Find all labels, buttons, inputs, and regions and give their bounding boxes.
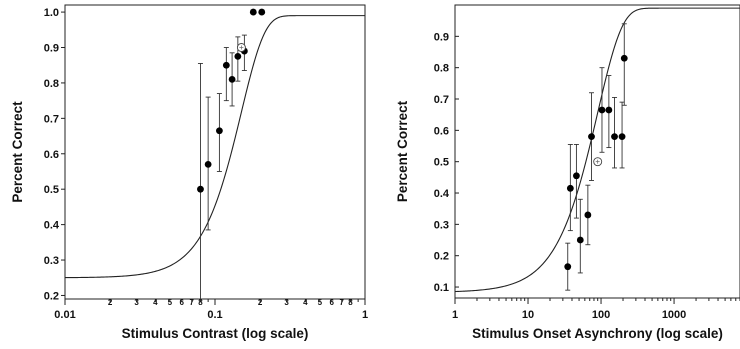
x-minor-tick-label: 8: [198, 298, 203, 307]
x-tick-label: 10: [522, 309, 534, 321]
data-point: [249, 8, 257, 16]
y-tick-label: 0.7: [434, 94, 449, 106]
data-point: [588, 133, 595, 141]
x-minor-tick-label: 6: [329, 298, 334, 307]
y-tick-label: 0.9: [44, 43, 59, 55]
data-point: [204, 160, 212, 168]
fit-curve: [454, 7, 740, 293]
x-minor-tick-label: 8: [348, 298, 353, 307]
x-minor-tick-label: 7: [340, 298, 345, 307]
y-tick-label: 0.2: [434, 251, 449, 263]
y-tick-label: 0.8: [434, 63, 449, 75]
soa-panel: 0.1 0.2 0.3 0.4 0.5 0.6 0.7 0.8 0.9 1 10 100 1000 Sti…: [395, 4, 740, 341]
x-minor-tick-label: 2: [108, 298, 113, 307]
data-point: [584, 211, 592, 219]
data-point: [222, 61, 230, 69]
data-point: [216, 127, 223, 135]
x-minor-tick-label: 3: [284, 298, 289, 307]
y-axis-title: Percent Correct: [10, 101, 25, 203]
x-minor-tick-label: 5: [168, 298, 173, 307]
data-point: [611, 133, 618, 141]
y-tick-label: 0.6: [434, 125, 449, 137]
x-minor-tick-label: 5: [318, 298, 323, 307]
y-tick-label: 0.1: [434, 282, 449, 294]
plot-frame: [454, 4, 740, 299]
contrast-panel: 0.20.30.40.50.60.70.80.91.00.012 3 4 5 6 7 80.…: [10, 4, 368, 341]
data-point: [605, 106, 613, 114]
data-point: [197, 185, 204, 193]
y-tick-label: 1.0: [44, 7, 59, 19]
x-tick-label: 100: [592, 309, 610, 321]
y-tick-label: 0.3: [434, 219, 449, 231]
data-point: [566, 184, 574, 192]
y-tick-label: 0.3: [44, 255, 59, 267]
x-axis-title: Stimulus Contrast (log scale): [122, 326, 309, 341]
y-axis-title: Percent Correct: [395, 100, 410, 202]
plot-frame: [64, 4, 366, 300]
x-minor-tick-label: 6: [179, 298, 184, 307]
data-point: [620, 54, 628, 62]
y-tick-label: 0.7: [44, 113, 59, 125]
data-point: [618, 133, 626, 141]
y-tick-label: 0.4: [44, 220, 60, 232]
data-point: [576, 236, 584, 244]
data-point: [228, 75, 236, 83]
x-minor-tick-label: 4: [303, 298, 308, 307]
x-tick-label: 1000: [662, 309, 686, 321]
y-tick-label: 0.9: [434, 31, 449, 43]
data-point: [234, 52, 242, 60]
x-minor-tick-label: 3: [134, 298, 139, 307]
y-tick-label: 0.4: [434, 188, 450, 200]
y-tick-label: 0.5: [44, 184, 59, 196]
y-tick-label: 0.2: [44, 290, 59, 302]
x-tick-label: 0.1: [207, 309, 222, 321]
x-minor-tick-label: 2: [258, 298, 263, 307]
x-tick-label: 1: [452, 309, 458, 321]
data-point: [258, 8, 266, 16]
x-tick-label: 0.01: [54, 309, 75, 321]
x-tick-label: 1: [362, 309, 368, 321]
fit-curve: [65, 15, 365, 279]
y-tick-label: 0.8: [44, 78, 59, 90]
x-minor-tick-label: 7: [190, 298, 195, 307]
data-point: [573, 172, 580, 180]
x-axis-title: Stimulus Onset Asynchrony (log scale): [472, 326, 723, 341]
data-point: [598, 106, 606, 114]
data-point: [564, 263, 572, 271]
y-tick-label: 0.6: [44, 149, 59, 161]
x-minor-tick-label: 4: [153, 298, 158, 307]
y-tick-label: 0.5: [434, 157, 449, 169]
